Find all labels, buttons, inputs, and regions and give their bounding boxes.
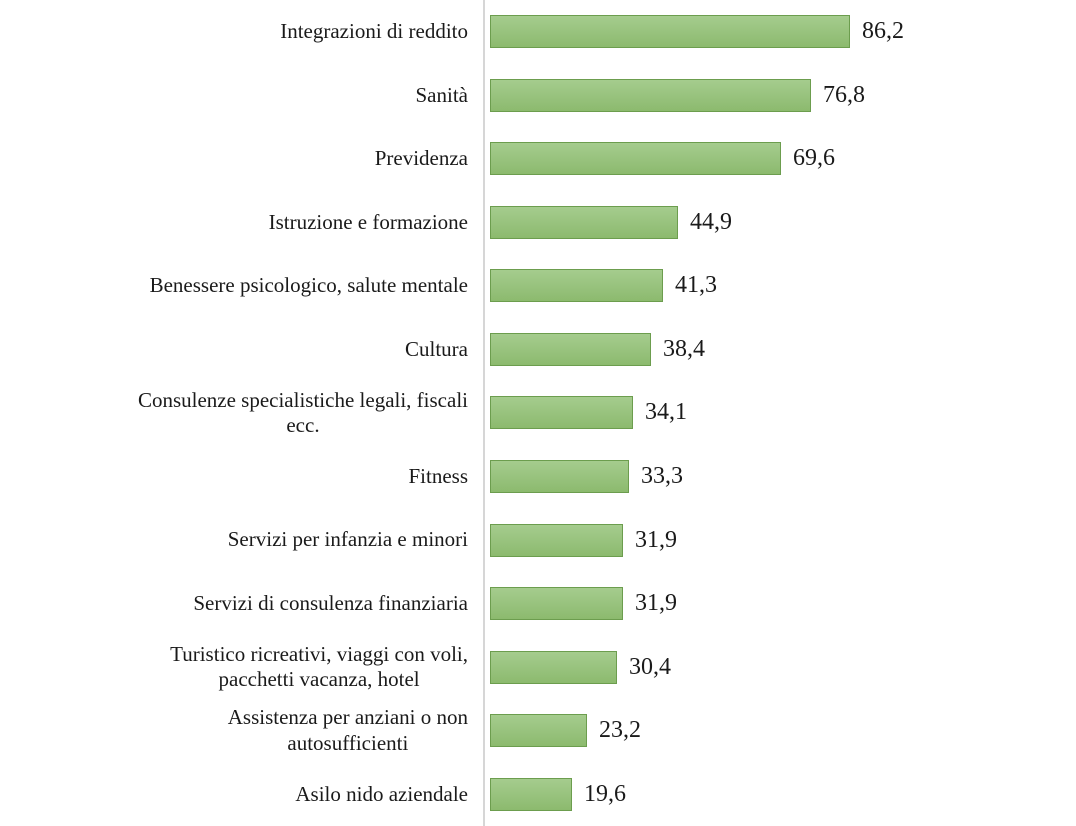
bar <box>490 396 633 430</box>
value-label: 44,9 <box>690 208 732 235</box>
bar <box>490 205 678 239</box>
chart-row: Previdenza 69,6 <box>0 127 1076 191</box>
chart-row: Asilo nido aziendale 19,6 <box>0 762 1076 826</box>
chart-row: Benessere psicologico, salute mentale 41… <box>0 254 1076 318</box>
bar <box>490 523 623 557</box>
category-label: Sanità <box>415 82 469 107</box>
bar <box>490 777 572 811</box>
bar <box>490 15 850 49</box>
chart-row: Turistico ricreativi, viaggi con voli, p… <box>0 635 1076 699</box>
value-label: 23,2 <box>599 717 641 744</box>
chart-row: Assistenza per anziani o non autosuffici… <box>0 699 1076 763</box>
value-label: 30,4 <box>629 653 671 680</box>
bar <box>490 142 781 176</box>
chart-row: Istruzione e formazione 44,9 <box>0 191 1076 255</box>
category-label: Integrazioni di reddito <box>280 19 468 44</box>
chart-row: Servizi per infanzia e minori 31,9 <box>0 508 1076 572</box>
chart-row: Consulenze specialistiche legali, fiscal… <box>0 381 1076 445</box>
bar <box>490 587 623 621</box>
category-label: Servizi di consulenza finanziaria <box>193 590 468 615</box>
bar <box>490 714 587 748</box>
value-label: 69,6 <box>793 145 835 172</box>
category-label: Assistenza per anziani o non autosuffici… <box>227 705 468 755</box>
category-label: Asilo nido aziendale <box>295 781 468 806</box>
chart-row: Sanità 76,8 <box>0 64 1076 128</box>
category-axis-line <box>483 0 485 826</box>
bar <box>490 269 663 303</box>
value-label: 76,8 <box>823 81 865 108</box>
category-label: Consulenze specialistiche legali, fiscal… <box>137 387 468 437</box>
chart-row: Integrazioni di reddito 86,2 <box>0 0 1076 64</box>
chart-row: Cultura 38,4 <box>0 318 1076 382</box>
chart-row: Servizi di consulenza finanziaria 31,9 <box>0 572 1076 636</box>
value-label: 41,3 <box>675 272 717 299</box>
value-label: 86,2 <box>862 18 904 45</box>
value-label: 31,9 <box>635 590 677 617</box>
bar <box>490 332 651 366</box>
category-label: Cultura <box>405 336 468 361</box>
bar <box>490 78 811 112</box>
bar <box>490 459 629 493</box>
bar <box>490 650 617 684</box>
category-label: Previdenza <box>374 146 468 171</box>
chart-row: Fitness 33,3 <box>0 445 1076 509</box>
value-label: 33,3 <box>641 462 683 489</box>
category-label: Fitness <box>408 463 468 488</box>
value-label: 38,4 <box>663 335 705 362</box>
category-label: Turistico ricreativi, viaggi con voli, p… <box>170 641 468 692</box>
category-label: Servizi per infanzia e minori <box>227 527 468 552</box>
value-label: 19,6 <box>584 780 626 807</box>
value-label: 34,1 <box>645 399 687 426</box>
category-label: Istruzione e formazione <box>268 209 468 234</box>
value-label: 31,9 <box>635 526 677 553</box>
category-label: Benessere psicologico, salute mentale <box>149 273 468 298</box>
